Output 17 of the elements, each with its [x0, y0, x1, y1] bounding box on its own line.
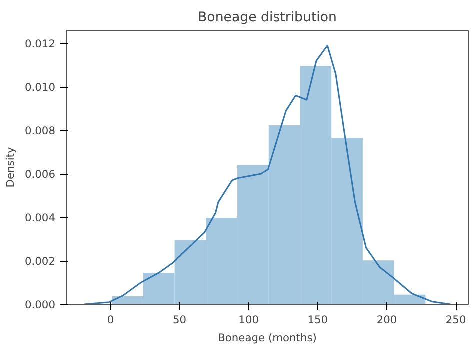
- x-tick-label: 100: [238, 314, 260, 326]
- x-tick-label: 200: [376, 314, 398, 326]
- x-tick-label: 250: [446, 314, 466, 326]
- y-axis-title: Density: [4, 147, 17, 188]
- y-tick-label: 0.004: [24, 212, 56, 225]
- line-series: [84, 44, 452, 304]
- y-tick-label: 0.012: [24, 38, 56, 51]
- y-tick-label: 0.000: [24, 298, 56, 312]
- x-tick-label: 50: [173, 314, 187, 326]
- y-tick-label: 0.006: [24, 168, 56, 182]
- x-tick-label: 0: [107, 314, 114, 326]
- y-tick-label: 0.002: [24, 255, 56, 268]
- x-tick-label: 150: [308, 314, 328, 326]
- chart-title: Boneage distribution: [198, 10, 337, 26]
- y-tick-label: 0.008: [24, 124, 56, 138]
- y-tick-label: 0.010: [24, 81, 56, 94]
- x-axis-title: Boneage (months): [218, 332, 317, 344]
